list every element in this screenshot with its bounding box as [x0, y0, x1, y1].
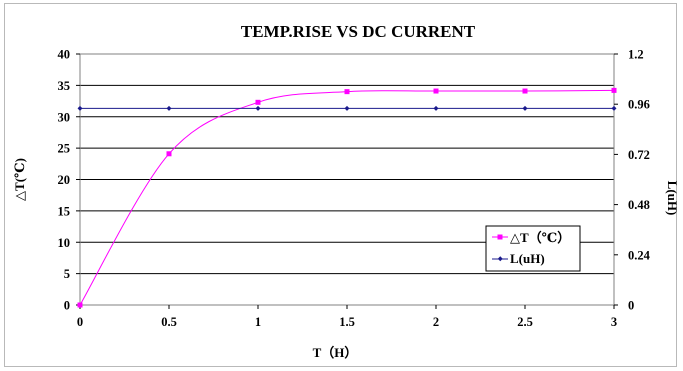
- x-tick-label: 3: [611, 315, 617, 329]
- x-tick-label: 0.5: [161, 315, 177, 329]
- chart-title: TEMP.RISE VS DC CURRENT: [241, 22, 476, 41]
- series-point-0: [77, 302, 83, 308]
- right-tick-label: 0.48: [628, 198, 650, 212]
- series-point-1: [522, 105, 528, 111]
- right-tick-label: 1.2: [628, 48, 644, 62]
- left-tick-label: 35: [58, 79, 71, 93]
- legend: △T（℃） L(uH): [485, 225, 581, 272]
- left-tick-label: 25: [58, 142, 71, 156]
- x-tick-label: 1.5: [339, 315, 355, 329]
- chart-frame: [4, 3, 677, 367]
- left-tick-label: 0: [64, 299, 70, 313]
- left-tick-label: 10: [58, 236, 71, 250]
- right-tick-label: 0: [628, 299, 634, 313]
- right-tick-label: 0.24: [628, 248, 651, 262]
- left-axis-ticks: 0 5 10 15 20 25 30 35 40: [58, 48, 80, 313]
- series-point-1: [166, 105, 172, 111]
- series-point-1: [433, 105, 439, 111]
- series-layer: [77, 87, 617, 308]
- legend-marker-dt: [497, 234, 503, 240]
- x-tick-label: 2.5: [517, 315, 533, 329]
- series-point-0: [433, 88, 439, 94]
- legend-marker-l: [497, 256, 503, 262]
- left-tick-label: 40: [58, 48, 71, 62]
- left-tick-label: 5: [64, 267, 70, 281]
- series-point-0: [166, 151, 172, 157]
- left-tick-label: 20: [58, 173, 71, 187]
- series-point-1: [611, 105, 617, 111]
- series-point-0: [344, 89, 350, 95]
- x-tick-label: 2: [433, 315, 439, 329]
- series-point-0: [611, 87, 617, 93]
- right-tick-label: 0.96: [628, 98, 650, 112]
- series-point-1: [344, 105, 350, 111]
- y2-axis-label: L(uH): [665, 181, 680, 216]
- left-tick-label: 15: [58, 204, 71, 218]
- y-axis-label: △T(℃): [12, 158, 27, 201]
- series-point-0: [255, 99, 261, 105]
- series-point-0: [522, 88, 528, 94]
- x-tick-label: 1: [255, 315, 261, 329]
- right-axis-ticks: 0 0.24 0.48 0.72 0.96 1.2: [614, 48, 651, 313]
- series-point-1: [77, 105, 83, 111]
- series-point-1: [255, 105, 261, 111]
- series-line-0: [79, 89, 615, 306]
- right-tick-label: 0.72: [628, 148, 650, 162]
- x-axis-label: T（H）: [313, 345, 358, 360]
- left-tick-label: 30: [58, 110, 71, 124]
- legend-label-dt: △T（℃）: [510, 230, 570, 245]
- x-axis-ticks: 0 0.5 1 1.5 2 2.5 3: [77, 305, 617, 329]
- x-tick-label: 0: [77, 315, 83, 329]
- legend-label-l: L(uH): [510, 251, 545, 266]
- legend-box: [485, 225, 581, 272]
